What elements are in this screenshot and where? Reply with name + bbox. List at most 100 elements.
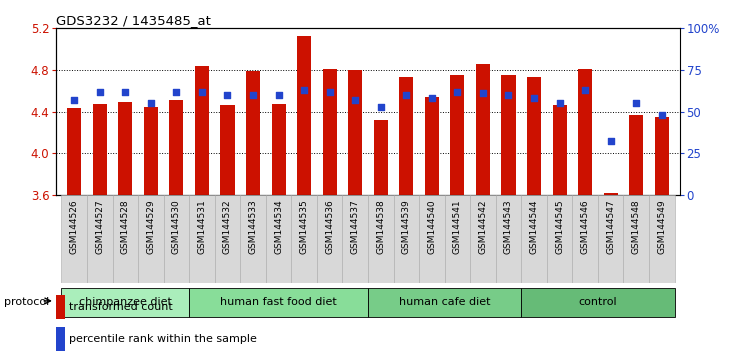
- Bar: [527, 77, 541, 195]
- Text: GSM144547: GSM144547: [606, 199, 615, 254]
- Text: GSM144530: GSM144530: [172, 199, 181, 254]
- Text: transformed count: transformed count: [69, 302, 173, 312]
- Point: [349, 97, 361, 103]
- Bar: [451, 75, 464, 195]
- Bar: [419, 195, 445, 283]
- Point: [196, 89, 208, 95]
- Bar: [67, 108, 81, 195]
- Point: [68, 97, 80, 103]
- Point: [451, 89, 463, 95]
- Text: GSM144537: GSM144537: [351, 199, 360, 254]
- Text: GSM144545: GSM144545: [555, 199, 564, 254]
- Point: [630, 101, 642, 106]
- Bar: [368, 195, 394, 283]
- Bar: [195, 66, 209, 195]
- Bar: [189, 195, 215, 283]
- Text: GSM144548: GSM144548: [632, 199, 641, 254]
- Text: protocol: protocol: [4, 297, 49, 307]
- Text: control: control: [578, 297, 617, 307]
- Bar: [144, 107, 158, 195]
- FancyBboxPatch shape: [62, 288, 189, 317]
- Bar: [62, 195, 87, 283]
- Bar: [547, 195, 572, 283]
- Text: GSM144542: GSM144542: [478, 199, 487, 253]
- Bar: [400, 77, 413, 195]
- Text: GSM144534: GSM144534: [274, 199, 283, 254]
- Bar: [317, 195, 342, 283]
- Bar: [598, 195, 623, 283]
- Bar: [604, 193, 618, 195]
- Point: [170, 89, 182, 95]
- Bar: [553, 105, 566, 195]
- Point: [273, 92, 285, 98]
- Bar: [138, 195, 164, 283]
- FancyBboxPatch shape: [521, 288, 674, 317]
- Point: [426, 95, 438, 101]
- Text: human fast food diet: human fast food diet: [220, 297, 337, 307]
- Bar: [578, 69, 592, 195]
- Bar: [496, 195, 521, 283]
- Bar: [649, 195, 674, 283]
- Bar: [118, 102, 132, 195]
- Bar: [56, 295, 65, 319]
- Bar: [215, 195, 240, 283]
- Text: GSM144546: GSM144546: [581, 199, 590, 254]
- Text: human cafe diet: human cafe diet: [399, 297, 490, 307]
- Bar: [394, 195, 419, 283]
- Bar: [92, 104, 107, 195]
- Text: GSM144544: GSM144544: [529, 199, 538, 253]
- Bar: [87, 195, 113, 283]
- Text: GSM144538: GSM144538: [376, 199, 385, 254]
- Point: [94, 89, 106, 95]
- Bar: [629, 115, 644, 195]
- Bar: [470, 195, 496, 283]
- Point: [145, 101, 157, 106]
- Bar: [240, 195, 266, 283]
- Point: [298, 87, 310, 93]
- Bar: [272, 104, 285, 195]
- Text: GSM144536: GSM144536: [325, 199, 334, 254]
- Bar: [297, 36, 311, 195]
- Text: GSM144529: GSM144529: [146, 199, 155, 254]
- Point: [119, 89, 131, 95]
- Text: percentile rank within the sample: percentile rank within the sample: [69, 334, 257, 344]
- Point: [477, 90, 489, 96]
- Bar: [342, 195, 368, 283]
- Point: [247, 92, 259, 98]
- Text: GSM144543: GSM144543: [504, 199, 513, 254]
- Bar: [291, 195, 317, 283]
- Text: GSM144540: GSM144540: [427, 199, 436, 254]
- Bar: [374, 120, 388, 195]
- Bar: [246, 71, 260, 195]
- Point: [528, 95, 540, 101]
- Bar: [445, 195, 470, 283]
- Bar: [348, 70, 362, 195]
- Point: [222, 92, 234, 98]
- Text: GSM144535: GSM144535: [300, 199, 309, 254]
- Bar: [170, 100, 183, 195]
- Point: [375, 104, 387, 109]
- Text: GSM144527: GSM144527: [95, 199, 104, 254]
- Text: GSM144528: GSM144528: [121, 199, 130, 254]
- Point: [579, 87, 591, 93]
- Point: [324, 89, 336, 95]
- Bar: [476, 64, 490, 195]
- Bar: [323, 69, 336, 195]
- Text: GSM144533: GSM144533: [249, 199, 258, 254]
- FancyBboxPatch shape: [189, 288, 368, 317]
- Point: [656, 112, 668, 118]
- Text: GSM144531: GSM144531: [198, 199, 207, 254]
- Point: [400, 92, 412, 98]
- Point: [605, 139, 617, 144]
- Text: GDS3232 / 1435485_at: GDS3232 / 1435485_at: [56, 14, 211, 27]
- Point: [502, 92, 514, 98]
- Bar: [623, 195, 649, 283]
- Text: GSM144526: GSM144526: [70, 199, 79, 254]
- Bar: [521, 195, 547, 283]
- Text: GSM144541: GSM144541: [453, 199, 462, 254]
- Bar: [221, 105, 234, 195]
- Text: GSM144532: GSM144532: [223, 199, 232, 254]
- Bar: [56, 327, 65, 351]
- Bar: [266, 195, 291, 283]
- Text: chimpanzee diet: chimpanzee diet: [79, 297, 172, 307]
